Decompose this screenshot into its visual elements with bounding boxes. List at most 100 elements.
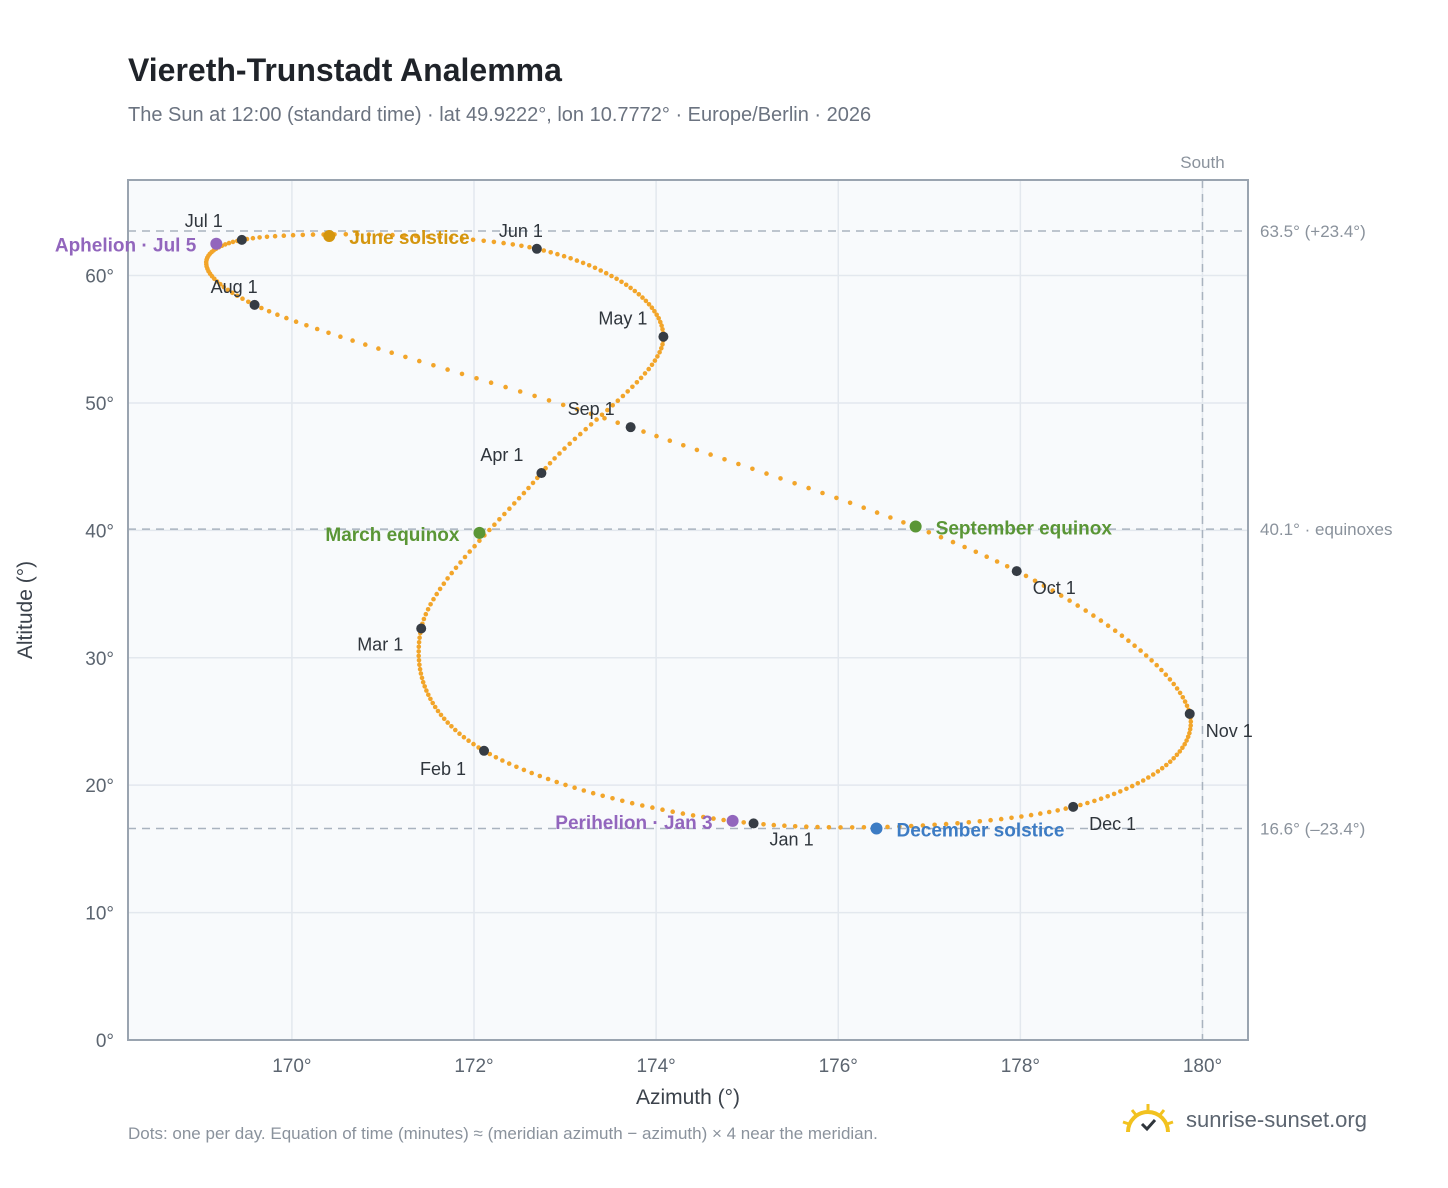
daily-dot: [448, 235, 454, 241]
daily-dot: [441, 716, 447, 722]
daily-dot: [560, 402, 566, 408]
daily-dot: [897, 824, 902, 829]
footnote: Dots: one per day. Equation of time (min…: [128, 1124, 878, 1143]
daily-dot: [861, 825, 867, 830]
month-point: [236, 234, 247, 245]
daily-dot: [600, 793, 605, 799]
daily-dot: [656, 316, 661, 321]
daily-dot: [701, 814, 706, 820]
daily-dot: [1159, 765, 1165, 771]
daily-dot: [1180, 695, 1186, 700]
y-tick-label: 10°: [85, 904, 114, 925]
daily-dot: [1171, 681, 1176, 687]
y-tick-label: 50°: [85, 394, 114, 415]
daily-dot: [670, 809, 675, 814]
daily-dot: [453, 565, 459, 571]
daily-dot: [1038, 811, 1043, 816]
daily-dot: [1058, 593, 1064, 598]
daily-dot: [581, 788, 587, 793]
month-label: Sep 1: [568, 399, 615, 419]
daily-dot: [1171, 756, 1176, 761]
daily-dot: [487, 527, 492, 533]
daily-dot: [226, 240, 232, 246]
daily-dot: [984, 554, 989, 559]
daily-dot: [650, 805, 655, 810]
daily-dot: [510, 242, 516, 247]
daily-dot: [643, 298, 649, 304]
daily-dot: [266, 309, 272, 314]
daily-dot: [1028, 812, 1034, 818]
daily-dot: [1091, 613, 1096, 618]
daily-dot: [1167, 759, 1173, 764]
daily-dot: [422, 684, 428, 689]
daily-dot: [962, 544, 967, 550]
daily-dot: [1180, 745, 1185, 751]
daily-dot: [378, 232, 383, 238]
daily-dot: [764, 471, 769, 476]
daily-dot: [457, 731, 462, 736]
daily-dot: [615, 398, 621, 404]
daily-dot: [424, 688, 429, 693]
daily-dot: [641, 429, 646, 434]
daily-dot: [514, 764, 519, 770]
daily-dot: [599, 412, 605, 418]
daily-dot: [820, 490, 825, 496]
daily-dot: [500, 758, 505, 763]
daily-dot: [660, 807, 665, 812]
daily-dot: [574, 407, 580, 412]
daily-dot: [532, 393, 537, 399]
daily-dot: [615, 420, 620, 426]
daily-dot: [1182, 699, 1188, 704]
daily-dot: [694, 447, 700, 453]
daily-dot: [541, 248, 547, 253]
daily-dot: [390, 232, 395, 238]
daily-dot: [1146, 775, 1151, 780]
daily-dot: [885, 824, 890, 830]
daily-dot: [1129, 783, 1135, 789]
daily-dot: [363, 342, 368, 347]
daily-dot: [481, 238, 487, 244]
daily-dot: [690, 813, 696, 818]
daily-dot: [221, 284, 227, 290]
daily-dot: [438, 712, 444, 718]
brand[interactable]: sunrise-sunset.org: [1120, 1102, 1367, 1138]
month-label: Apr 1: [480, 445, 523, 465]
daily-dot: [966, 820, 972, 825]
daily-dot: [506, 761, 512, 766]
daily-dot: [578, 431, 583, 437]
daily-dot: [1163, 672, 1169, 677]
daily-dot: [901, 520, 906, 525]
daily-dot: [230, 290, 235, 296]
daily-dot: [417, 358, 422, 364]
daily-dot: [416, 644, 422, 650]
daily-dot: [567, 441, 572, 447]
daily-dot: [926, 530, 932, 535]
daily-dot: [806, 485, 811, 491]
daily-dot: [416, 640, 422, 645]
daily-dot: [423, 611, 429, 617]
daily-dot: [908, 823, 914, 829]
daily-dot: [562, 446, 567, 451]
event-label: Aphelion · Jul 5: [55, 236, 197, 257]
daily-dot: [588, 422, 594, 427]
plot-frame: [127, 179, 1249, 1041]
daily-dot: [792, 824, 798, 829]
daily-dot: [1182, 741, 1187, 747]
daily-dot: [708, 452, 713, 457]
daily-dot: [874, 510, 880, 515]
daily-dot: [888, 515, 893, 520]
daily-dot: [659, 346, 664, 351]
daily-dot: [548, 250, 553, 255]
daily-dot: [425, 607, 431, 612]
daily-dot: [654, 433, 659, 439]
daily-dot: [680, 811, 686, 816]
daily-dot: [431, 596, 436, 602]
reference-line-label: 63.5° (+23.4°): [1260, 222, 1366, 241]
daily-dot: [503, 384, 508, 390]
daily-dot: [1149, 658, 1154, 663]
daily-dot: [521, 767, 527, 773]
daily-dot: [574, 258, 580, 263]
event-point: [210, 237, 223, 250]
y-tick-label: 40°: [85, 521, 114, 542]
